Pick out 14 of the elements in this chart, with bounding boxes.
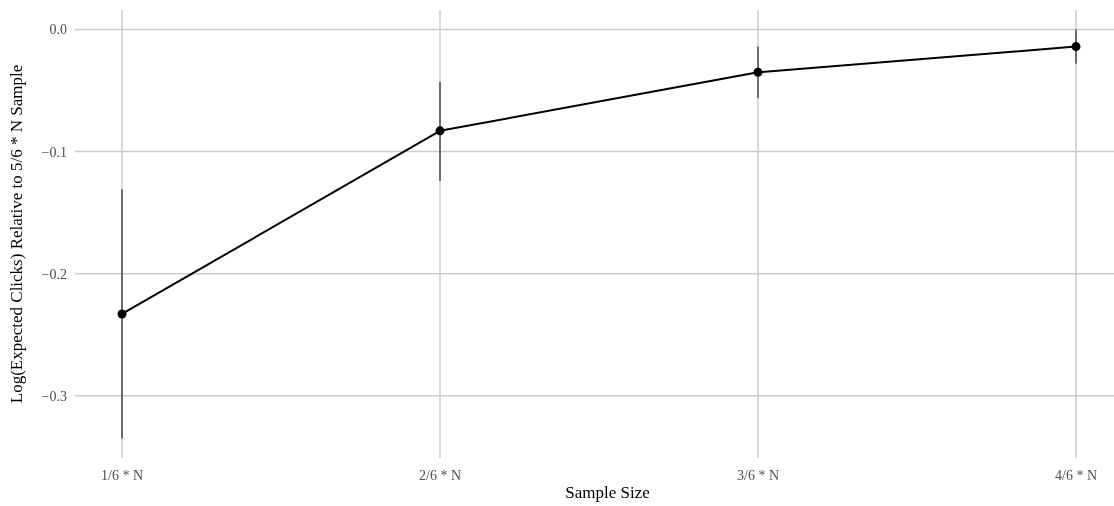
point bbox=[753, 67, 763, 77]
x-axis-title: Sample Size bbox=[565, 483, 650, 502]
x-tick-label: 3/6 * N bbox=[737, 468, 779, 483]
y-tick-label: 0.0 bbox=[49, 22, 67, 38]
point bbox=[1071, 42, 1081, 52]
x-tick-label: 2/6 * N bbox=[419, 468, 461, 483]
y-axis-title: Log(Expected Clicks) Relative to 5/6 * N Sample bbox=[7, 64, 26, 404]
x-tick-label: 4/6 * N bbox=[1055, 468, 1097, 483]
point bbox=[117, 309, 127, 319]
y-tick-label: −0.1 bbox=[41, 144, 67, 160]
y-tick-label: −0.3 bbox=[41, 388, 67, 404]
point bbox=[435, 126, 445, 136]
y-tick-label: −0.2 bbox=[41, 266, 67, 282]
x-tick-label: 1/6 * N bbox=[101, 468, 143, 483]
